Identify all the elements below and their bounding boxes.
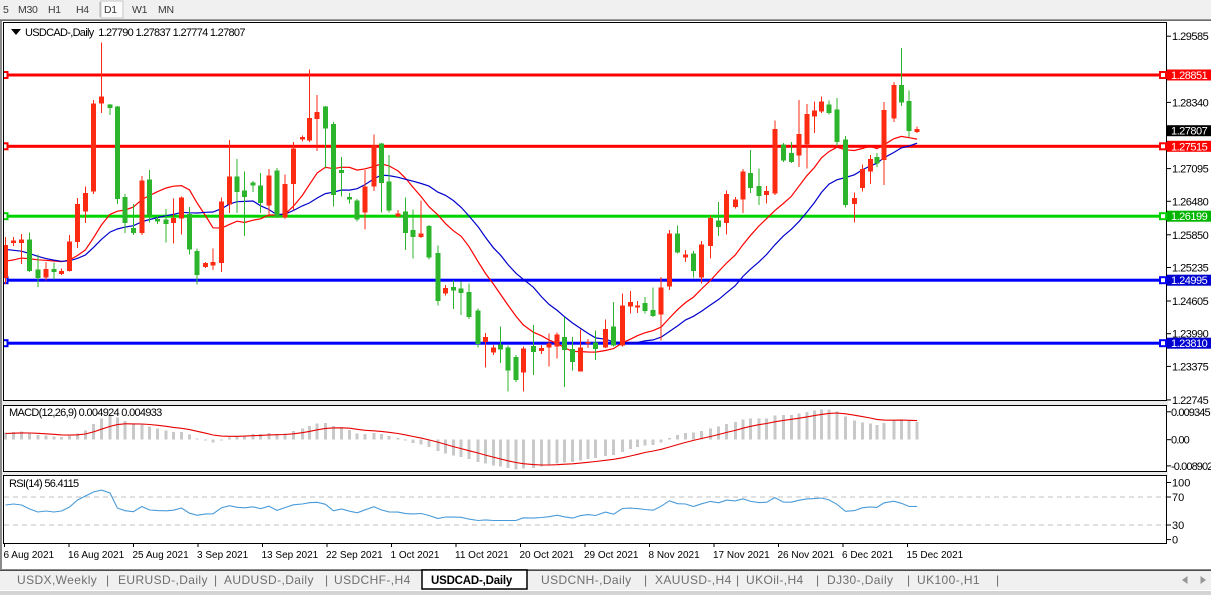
svg-text:1.27807: 1.27807 [1171, 126, 1208, 138]
svg-text:30: 30 [1172, 520, 1184, 532]
svg-text:1.29585: 1.29585 [1172, 31, 1209, 43]
svg-text:1.23810: 1.23810 [1171, 338, 1208, 350]
svg-text:1.25235: 1.25235 [1172, 263, 1209, 275]
svg-text:|: | [106, 573, 110, 587]
svg-text:3 Sep 2021: 3 Sep 2021 [197, 550, 249, 561]
svg-text:MN: MN [158, 4, 174, 16]
svg-text:D1: D1 [104, 4, 117, 16]
svg-text:1.25850: 1.25850 [1172, 230, 1209, 242]
svg-text:8 Nov 2021: 8 Nov 2021 [649, 550, 701, 561]
svg-text:MACD(12,26,9) 0.004924 0.00493: MACD(12,26,9) 0.004924 0.004933 [9, 407, 162, 419]
svg-text:UK100-,H1: UK100-,H1 [917, 573, 980, 587]
svg-text:22 Sep 2021: 22 Sep 2021 [326, 550, 383, 561]
svg-text:USDCHF-,H4: USDCHF-,H4 [334, 573, 411, 587]
svg-text:1.22745: 1.22745 [1172, 395, 1209, 407]
svg-text:6 Dec 2021: 6 Dec 2021 [842, 550, 894, 561]
svg-text:1.28340: 1.28340 [1172, 97, 1209, 109]
svg-text:UKOil-,H4: UKOil-,H4 [746, 573, 804, 587]
svg-text:29 Oct 2021: 29 Oct 2021 [584, 550, 639, 561]
svg-text:1 Oct 2021: 1 Oct 2021 [391, 550, 440, 561]
svg-text:M30: M30 [18, 4, 38, 16]
svg-text:USDCAD-,Daily 1.27790 1.27837: USDCAD-,Daily 1.27790 1.27837 1.27774 1.… [25, 27, 245, 39]
svg-text:RSI(14) 56.4115: RSI(14) 56.4115 [9, 478, 79, 490]
svg-text:16 Aug 2021: 16 Aug 2021 [68, 550, 125, 561]
svg-text:0: 0 [1172, 535, 1178, 547]
svg-text:0.00: 0.00 [1171, 435, 1190, 447]
svg-text:1.27515: 1.27515 [1171, 141, 1208, 153]
svg-text:25 Aug 2021: 25 Aug 2021 [133, 550, 190, 561]
svg-text:H4: H4 [76, 4, 89, 16]
svg-text:1.23375: 1.23375 [1172, 361, 1209, 373]
svg-text:|: | [214, 573, 218, 587]
svg-text:|: | [736, 573, 740, 587]
svg-text:70: 70 [1172, 492, 1184, 504]
svg-text:1.28851: 1.28851 [1171, 70, 1208, 82]
svg-text:1.26480: 1.26480 [1172, 196, 1209, 208]
svg-text:1.24995: 1.24995 [1171, 275, 1208, 287]
svg-text:|: | [996, 573, 1000, 587]
svg-text:|: | [816, 573, 820, 587]
svg-text:13 Sep 2021: 13 Sep 2021 [262, 550, 319, 561]
svg-text:USDCAD-,Daily: USDCAD-,Daily [431, 575, 513, 587]
svg-text:26 Nov 2021: 26 Nov 2021 [778, 550, 835, 561]
svg-text:1.26199: 1.26199 [1171, 211, 1208, 223]
svg-text:|: | [325, 573, 329, 587]
svg-text:1.24605: 1.24605 [1172, 296, 1209, 308]
svg-text:6 Aug 2021: 6 Aug 2021 [4, 550, 55, 561]
svg-text:EURUSD-,Daily: EURUSD-,Daily [118, 573, 208, 587]
svg-text:W1: W1 [132, 4, 148, 16]
svg-text:100: 100 [1172, 478, 1190, 490]
svg-text:20 Oct 2021: 20 Oct 2021 [520, 550, 575, 561]
svg-text:XAUUSD-,H4: XAUUSD-,H4 [655, 573, 732, 587]
svg-text:17 Nov 2021: 17 Nov 2021 [713, 550, 770, 561]
svg-text:-0.008902: -0.008902 [1171, 461, 1211, 473]
svg-text:|: | [644, 573, 648, 587]
svg-text:1.27095: 1.27095 [1172, 164, 1209, 176]
svg-text:11 Oct 2021: 11 Oct 2021 [455, 550, 509, 561]
svg-text:|: | [907, 573, 911, 587]
svg-text:USDX,Weekly: USDX,Weekly [17, 573, 97, 587]
svg-text:5: 5 [3, 4, 9, 16]
svg-text:H1: H1 [48, 4, 61, 16]
svg-text:0.009345: 0.009345 [1171, 407, 1210, 419]
svg-text:AUDUSD-,Daily: AUDUSD-,Daily [224, 573, 314, 587]
svg-text:DJ30-,Daily: DJ30-,Daily [827, 573, 893, 587]
svg-text:15 Dec 2021: 15 Dec 2021 [907, 550, 964, 561]
svg-text:USDCNH-,Daily: USDCNH-,Daily [541, 573, 632, 587]
